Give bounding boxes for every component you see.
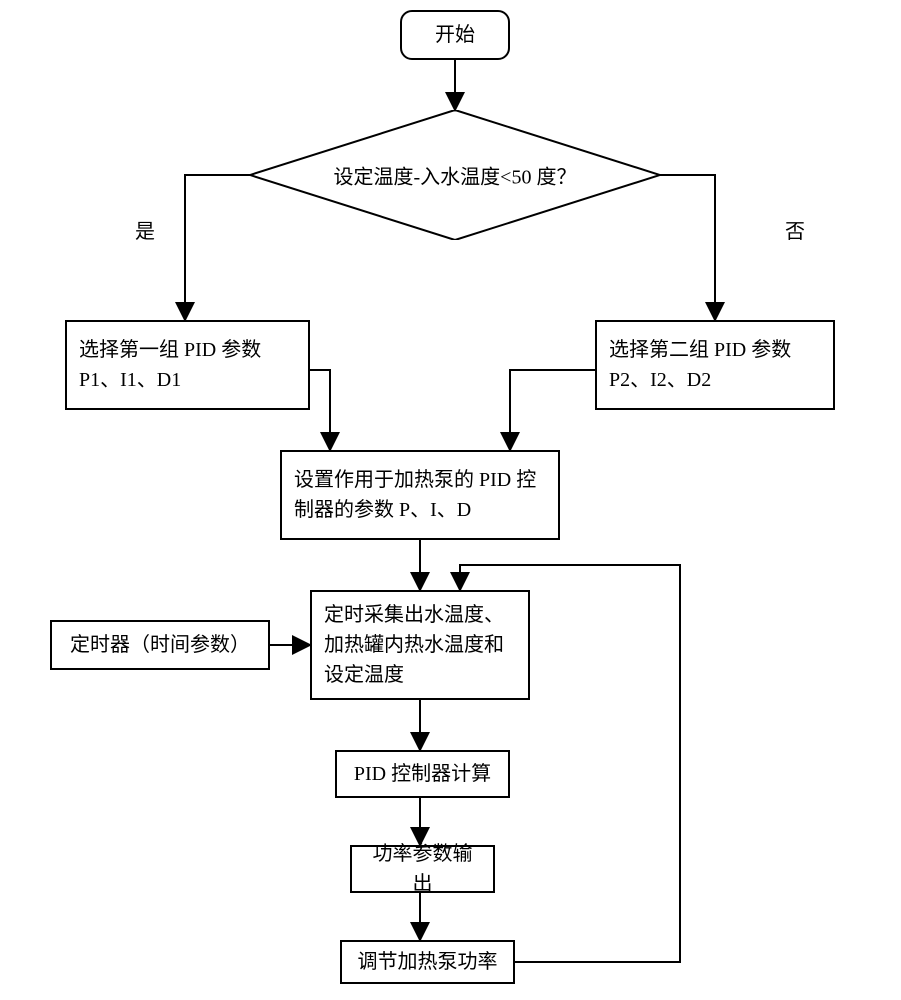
- output-node: 功率参数输出: [350, 845, 495, 893]
- adjust-label: 调节加热泵功率: [358, 947, 498, 977]
- timer-node: 定时器（时间参数）: [50, 620, 270, 670]
- start-label: 开始: [435, 20, 475, 50]
- calc-label: PID 控制器计算: [354, 759, 491, 789]
- start-node: 开始: [400, 10, 510, 60]
- collect-node: 定时采集出水温度、加热罐内热水温度和设定温度: [310, 590, 530, 700]
- timer-label: 定时器（时间参数）: [70, 630, 250, 660]
- pid1-label: 选择第一组 PID 参数 P1、I1、D1: [79, 335, 296, 395]
- pid2-label: 选择第二组 PID 参数 P2、I2、D2: [609, 335, 821, 395]
- setpid-label: 设置作用于加热泵的 PID 控制器的参数 P、I、D: [294, 465, 546, 525]
- adjust-node: 调节加热泵功率: [340, 940, 515, 984]
- pid2-node: 选择第二组 PID 参数 P2、I2、D2: [595, 320, 835, 410]
- output-label: 功率参数输出: [364, 839, 481, 899]
- yes-label: 是: [135, 215, 155, 244]
- calc-node: PID 控制器计算: [335, 750, 510, 798]
- pid1-node: 选择第一组 PID 参数 P1、I1、D1: [65, 320, 310, 410]
- no-label: 否: [785, 215, 805, 244]
- decision-label: 设定温度-入水温度<50 度？: [334, 161, 577, 190]
- decision-node: 设定温度-入水温度<50 度？: [250, 110, 660, 240]
- collect-label: 定时采集出水温度、加热罐内热水温度和设定温度: [324, 600, 516, 690]
- setpid-node: 设置作用于加热泵的 PID 控制器的参数 P、I、D: [280, 450, 560, 540]
